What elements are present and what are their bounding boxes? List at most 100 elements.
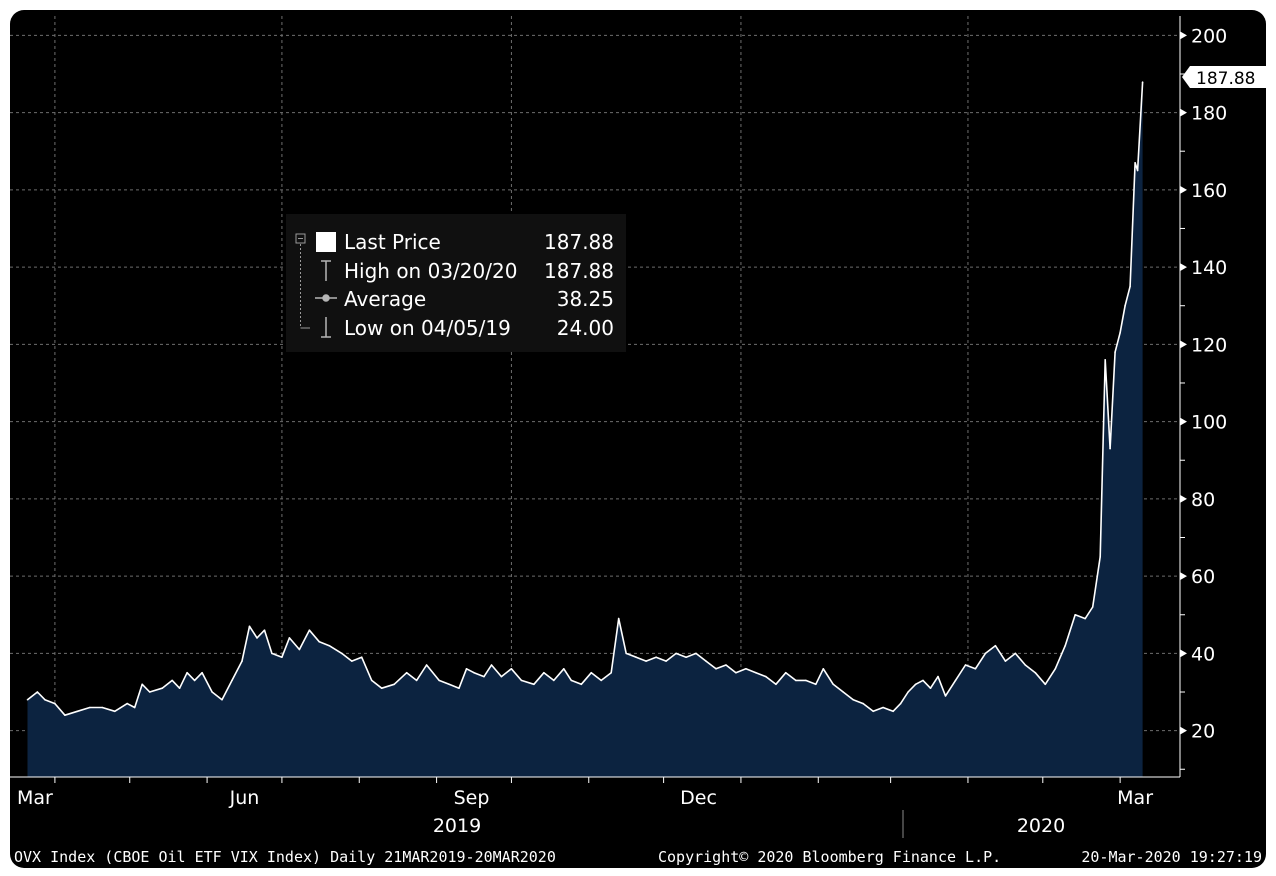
data-point-13 (161, 687, 163, 689)
data-point-94 (929, 687, 932, 689)
data-point-59 (600, 679, 602, 682)
footer-copyright: Copyright© 2020 Bloomberg Finance L.P. (658, 848, 1001, 866)
data-point-57 (580, 683, 583, 686)
data-point-115 (1114, 351, 1116, 353)
data-point-9 (126, 702, 128, 705)
data-point-108 (1064, 644, 1066, 647)
y-tick-arrow-120 (1180, 340, 1187, 349)
y-tick-arrow-140 (1180, 263, 1187, 272)
y-tick-arrow-60 (1180, 572, 1187, 581)
data-point-35 (360, 656, 363, 658)
data-point-68 (685, 656, 687, 658)
data-point-18 (201, 671, 203, 674)
x-axis: Mar Jun Sep Dec Mar (10, 776, 1180, 809)
y-tick-label-60: 60 (1191, 566, 1215, 588)
data-point-64 (645, 660, 647, 662)
data-point-63 (635, 656, 637, 658)
data-point-0 (26, 698, 29, 701)
data-point-81 (815, 683, 817, 686)
data-point-101 (994, 644, 997, 647)
data-point-51 (520, 679, 523, 682)
data-point-89 (892, 710, 894, 713)
data-point-14 (171, 679, 173, 682)
data-point-73 (735, 671, 737, 674)
data-point-50 (510, 668, 513, 670)
data-point-8 (114, 710, 116, 713)
data-point-110 (1084, 617, 1086, 620)
y-tick-arrow-200 (1180, 31, 1187, 40)
data-point-12 (148, 691, 151, 693)
data-point-120 (1136, 169, 1139, 172)
data-point-44 (458, 687, 460, 689)
data-point-52 (533, 683, 535, 686)
data-point-6 (89, 706, 91, 709)
data-point-16 (186, 671, 188, 674)
data-point-105 (1034, 671, 1037, 674)
data-point-80 (805, 679, 807, 682)
data-point-25 (263, 629, 266, 631)
data-point-66 (665, 660, 667, 662)
chart-frame: 20 40 60 80 100 120 140 160 180 200 Mar Jun Sep Dec M… (10, 10, 1266, 868)
data-point-102 (1004, 660, 1007, 662)
data-point-112 (1099, 556, 1101, 558)
footer-timestamp: 20-Mar-2020 19:27:19 (1081, 848, 1262, 866)
data-point-48 (490, 664, 493, 666)
data-point-93 (922, 679, 924, 682)
data-point-20 (221, 698, 223, 701)
footer-security-description: OVX Index (CBOE Oil ETF VIX Index) Daily… (14, 848, 556, 866)
data-point-56 (570, 679, 573, 682)
data-point-70 (705, 660, 707, 662)
data-point-114 (1109, 447, 1111, 450)
data-point-2 (44, 698, 46, 701)
data-point-72 (725, 664, 727, 666)
y-tick-label-120: 120 (1191, 334, 1227, 356)
data-point-79 (795, 679, 797, 682)
data-point-28 (288, 637, 291, 639)
y-tick-arrow-160 (1180, 185, 1187, 194)
average-marker-icon (315, 294, 337, 302)
high-marker-icon (321, 260, 331, 281)
legend-label-high: High on 03/20/20 (344, 259, 517, 283)
year-label-2020: 2020 (1017, 815, 1065, 837)
data-point-78 (785, 671, 787, 674)
y-tick-arrow-40 (1180, 649, 1187, 658)
data-point-71 (715, 668, 717, 670)
data-point-60 (610, 671, 612, 674)
data-point-22 (241, 660, 243, 662)
data-point-85 (852, 698, 854, 701)
last-price-tag-shape (1182, 66, 1266, 88)
legend-background (286, 214, 626, 352)
y-tick-label-20: 20 (1191, 721, 1215, 743)
data-point-77 (775, 683, 777, 686)
data-point-55 (563, 668, 565, 670)
data-point-90 (899, 702, 902, 705)
data-point-46 (473, 671, 475, 674)
y-tick-label-180: 180 (1191, 103, 1227, 125)
last-price-tag-text: 187.88 (1196, 69, 1255, 89)
data-point-69 (695, 652, 697, 655)
data-point-109 (1074, 614, 1076, 616)
data-point-98 (964, 664, 967, 666)
data-point-99 (974, 668, 977, 670)
data-point-53 (543, 671, 545, 674)
data-point-111 (1091, 606, 1094, 608)
y-tick-arrow-100 (1180, 417, 1187, 426)
data-point-118 (1129, 285, 1131, 288)
data-point-38 (393, 683, 396, 686)
x-tick-label-4: Mar (1117, 787, 1153, 809)
x-tick-label-2: Sep (454, 787, 490, 809)
data-point-107 (1054, 668, 1057, 670)
data-point-82 (822, 668, 825, 670)
data-point-30 (308, 629, 311, 631)
y-tick-arrow-180 (1180, 108, 1187, 117)
low-marker-icon (321, 317, 331, 338)
legend-value-average: 38.25 (557, 287, 614, 311)
legend-label-low: Low on 04/05/19 (344, 316, 511, 340)
data-point-119 (1134, 162, 1136, 164)
data-point-117 (1124, 304, 1126, 307)
area-fill (27, 82, 1143, 778)
data-point-83 (832, 683, 834, 686)
data-point-3 (54, 702, 56, 705)
data-point-61 (617, 617, 620, 620)
